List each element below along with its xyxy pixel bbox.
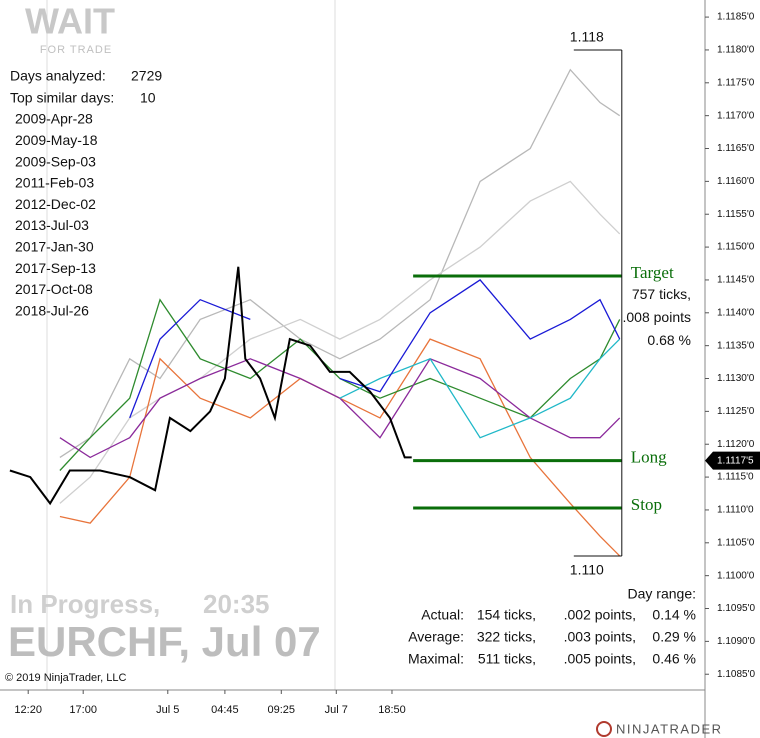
x-tick-label: 04:45 [211,704,239,716]
axes: 1.1185'0 1.1180'0 1.1175'0 1.1170'0 1.1165'0… [14,12,760,716]
y-tick-label: 1.1090'0 [717,636,755,647]
day-range-cell: 154 ticks, [477,607,536,623]
day-range-cell: .002 points, [564,607,636,623]
similar-date: 2013-Jul-03 [15,217,89,233]
day-range-cell: 511 ticks, [478,651,536,667]
day-range-cell: .005 points, [564,651,636,667]
day-range-title: Day range: [628,586,696,602]
brand-icon [596,721,612,737]
level-note: 757 ticks, [632,286,691,302]
level-label: Target [631,263,674,282]
price-line [9,266,412,506]
day-range: Day range: Actual: 154 ticks, .002 points,… [408,586,696,667]
similar-date: 2009-May-18 [15,132,98,148]
y-tick-label: 1.1145'0 [717,275,755,286]
plot: Target 757 ticks, .008 points 0.68 % Long Sto… [9,29,692,578]
status-time: 20:35 [203,589,270,619]
y-tick-label: 1.1100'0 [717,570,755,581]
price-line [129,279,621,419]
date-list: 2009-Apr-28 2009-May-18 2009-Sep-03 2011-Fe… [15,111,98,319]
level-note: 0.68 % [647,332,691,348]
y-tick-label: 1.1130'0 [717,373,755,384]
price-line [59,180,621,504]
status: In Progress, 20:35 EURCHF, Jul 07 [8,589,321,665]
similar-date: 2009-Sep-03 [15,153,96,169]
day-range-cell: Average: [408,629,464,645]
y-tick-label: 1.1140'0 [717,307,755,318]
y-tick-label: 1.1125'0 [717,406,755,417]
price-line [339,338,621,439]
day-range-cell: 0.14 % [652,607,696,623]
instrument: EURCHF, Jul 07 [8,618,321,665]
y-tick-label: 1.1185'0 [717,12,755,23]
y-tick-label: 1.1110'0 [717,505,754,516]
similar-date: 2012-Dec-02 [15,196,96,212]
y-tick-label: 1.1120'0 [717,439,755,450]
stat-label: Days analyzed: [10,68,106,84]
status-state: In Progress, [10,589,160,619]
y-tick-label: 1.1160'0 [717,176,755,187]
logo: WAIT FOR TRADE [25,1,115,56]
day-range-cell: Actual: [421,607,464,623]
y-tick-label: 1.1150'0 [717,242,755,253]
y-tick-label: 1.1165'0 [717,143,755,154]
brand: NINJATRADER [596,721,723,737]
level-label: Stop [631,495,662,514]
day-range-cell: 0.29 % [652,629,696,645]
level-label: Long [631,448,667,467]
y-tick-label: 1.1115'0 [717,472,754,483]
day-range-cell: Maximal: [408,651,464,667]
stat-value: 10 [140,90,156,106]
stats: Days analyzed: 2729 Top similar days: 10… [10,68,162,319]
x-tick-label: 12:20 [14,704,42,716]
y-tick-label: 1.1180'0 [717,45,755,56]
x-tick-label: Jul 5 [156,704,179,716]
day-range-cell: 0.46 % [652,651,696,667]
x-tick-label: 18:50 [378,704,406,716]
y-tick-label: 1.1085'0 [717,669,755,680]
x-tick-label: 09:25 [268,704,296,716]
day-range-rows: Actual: 154 ticks, .002 points, 0.14 % Avera… [408,607,696,667]
y-tick-label: 1.1095'0 [717,603,755,614]
similar-date: 2017-Oct-08 [15,281,93,297]
range-low-label: 1.110 [570,562,604,578]
brand-name: NINJATRADER [616,721,723,736]
day-range-cell: 322 ticks, [477,629,536,645]
day-range-cell: .003 points, [564,629,636,645]
y-tick-label: 1.1105'0 [717,537,755,548]
stat-value: 2729 [131,68,162,84]
y-tick-label: 1.1135'0 [717,340,755,351]
current-price-marker [705,451,760,470]
similar-date: 2018-Jul-26 [15,302,89,318]
y-tick-label: 1.1155'0 [717,209,755,220]
range-high-label: 1.118 [570,29,604,45]
similar-date: 2017-Sep-13 [15,260,96,276]
similar-date: 2017-Jan-30 [15,239,94,255]
similar-date: 2009-Apr-28 [15,111,93,127]
copyright: © 2019 NinjaTrader, LLC [5,672,126,684]
current-price-label: 1.1117'5 [717,455,754,466]
x-tick-label: Jul 7 [325,704,348,716]
similar-date: 2011-Feb-03 [15,175,94,191]
stat-label: Top similar days: [10,90,114,106]
y-tick-label: 1.1170'0 [717,110,755,121]
x-tick-label: 17:00 [69,704,97,716]
y-tick-label: 1.1175'0 [717,77,755,88]
level-note: .008 points [623,309,692,325]
logo-title: WAIT [25,1,115,42]
logo-subtitle: FOR TRADE [40,44,112,56]
